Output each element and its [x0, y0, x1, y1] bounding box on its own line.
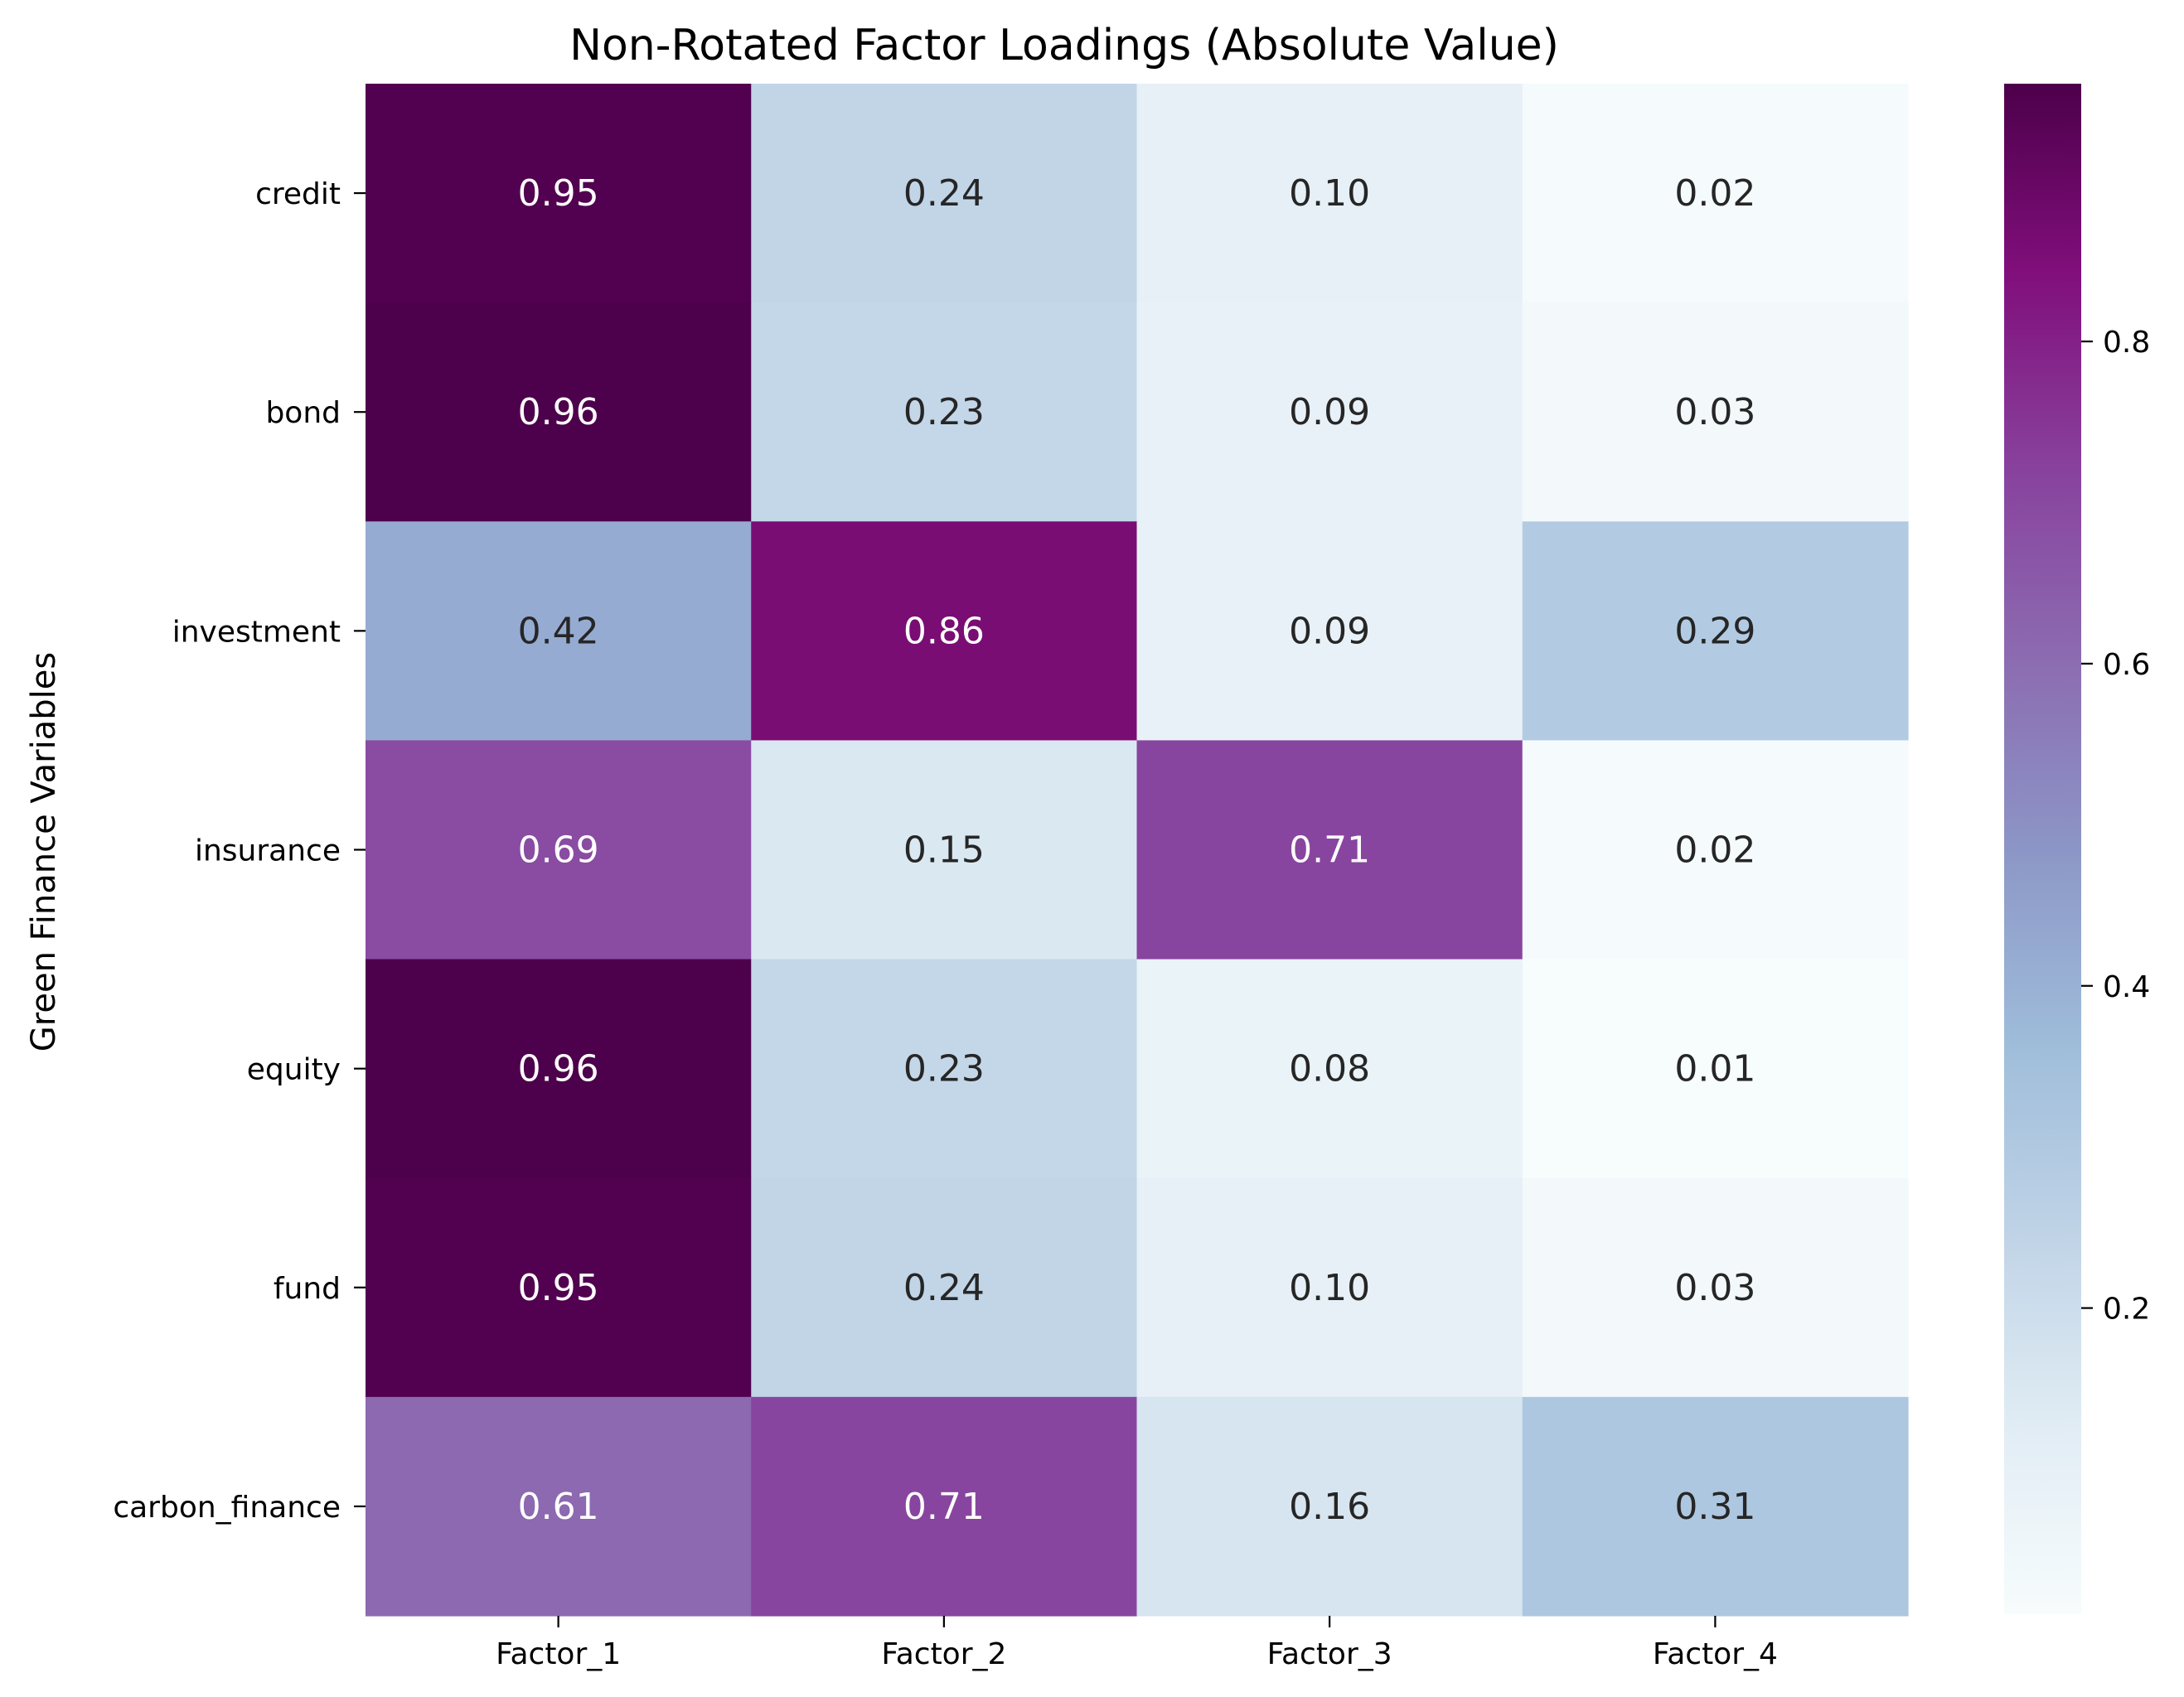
y-tick-label: insurance [195, 834, 341, 868]
x-tick-label: Factor_2 [881, 1637, 1006, 1671]
heatmap-cell [751, 740, 1138, 960]
cell-value-label: 0.96 [518, 391, 599, 433]
heatmap-cell [751, 521, 1138, 742]
cell-value-label: 0.09 [1289, 610, 1370, 652]
heatmap-cell [1522, 1177, 1909, 1398]
heatmap-cell [1136, 302, 1523, 522]
x-tick-label: Factor_3 [1267, 1637, 1392, 1671]
cell-value-label: 0.24 [903, 1267, 985, 1309]
cell-value-label: 0.96 [518, 1048, 599, 1090]
cell-value-label: 0.15 [903, 829, 985, 872]
heatmap-cell [1522, 1396, 1909, 1617]
heatmap-cell [1136, 740, 1523, 960]
cell-value-label: 0.03 [1674, 391, 1755, 433]
heatmap-cell [366, 521, 752, 742]
y-tick-label: bond [265, 396, 341, 430]
heatmap-cell [751, 959, 1138, 1179]
heatmap-cell [1522, 302, 1909, 522]
y-axis-ticks: credit bond investment insurance equity fund c… [113, 177, 366, 1525]
y-tick-label: equity [247, 1053, 341, 1087]
cell-value-label: 0.02 [1674, 829, 1755, 872]
x-axis-ticks: Factor_1 Factor_2 Factor_3 Factor_4 [496, 1616, 1778, 1671]
heatmap-cell [751, 302, 1138, 522]
cell-value-label: 0.16 [1289, 1486, 1370, 1528]
y-tick-label: credit [255, 177, 341, 211]
heatmap-cell [1136, 959, 1523, 1179]
heatmap-cell [1522, 84, 1909, 303]
heatmap-cell [751, 1177, 1138, 1398]
cell-value-label: 0.10 [1289, 172, 1370, 215]
heatmap-cell [1522, 740, 1909, 960]
y-tick-label: carbon_finance [113, 1491, 341, 1525]
heatmap-cell [366, 740, 752, 960]
cell-value-label: 0.02 [1674, 172, 1755, 215]
cell-value-label: 0.95 [518, 172, 599, 215]
heatmap-cell [1136, 84, 1523, 303]
cell-value-label: 0.29 [1674, 610, 1755, 652]
cell-value-label: 0.24 [903, 172, 985, 215]
chart-title: Non-Rotated Factor Loadings (Absolute Va… [569, 21, 1559, 70]
cell-value-label: 0.86 [903, 610, 985, 652]
cell-value-label: 0.71 [1289, 829, 1370, 872]
heatmap-cell [751, 84, 1138, 303]
cell-value-label: 0.71 [903, 1486, 985, 1528]
cell-value-label: 0.23 [903, 1048, 985, 1090]
y-axis-label: Green Finance Variables [25, 652, 63, 1052]
cell-value-label: 0.42 [518, 610, 599, 652]
cell-value-label: 0.95 [518, 1267, 599, 1309]
cell-value-label: 0.08 [1289, 1048, 1370, 1090]
colorbar-tick-label: 0.6 [2103, 648, 2150, 682]
cell-value-label: 0.31 [1674, 1486, 1755, 1528]
heatmap-cell [751, 1396, 1138, 1617]
heatmap-cell [1136, 1177, 1523, 1398]
heatmap-cells [366, 84, 1909, 1617]
heatmap-cell [1136, 521, 1523, 742]
x-tick-label: Factor_1 [496, 1637, 621, 1671]
heatmap-cell [366, 1177, 752, 1398]
heatmap-cell [1522, 959, 1909, 1179]
cell-value-label: 0.61 [518, 1486, 599, 1528]
colorbar-tick-label: 0.4 [2103, 970, 2150, 1004]
cell-annotations: 0.95 0.24 0.10 0.02 0.96 0.23 0.09 0.03 0.42 0.86… [518, 172, 1756, 1528]
heatmap-cell [366, 302, 752, 522]
y-tick-label: fund [274, 1272, 341, 1306]
x-tick-label: Factor_4 [1653, 1637, 1778, 1671]
cell-value-label: 0.01 [1674, 1048, 1755, 1090]
cell-value-label: 0.23 [903, 391, 985, 433]
cell-value-label: 0.10 [1289, 1267, 1370, 1309]
heatmap-cell [1522, 521, 1909, 742]
cell-value-label: 0.09 [1289, 391, 1370, 433]
heatmap-cell [366, 959, 752, 1179]
heatmap-cell [366, 84, 752, 303]
cell-value-label: 0.69 [518, 829, 599, 872]
colorbar-tick-label: 0.2 [2103, 1293, 2150, 1327]
colorbar: 0.2 0.4 0.6 0.8 [2004, 84, 2150, 1614]
heatmap-cell [1136, 1396, 1523, 1617]
colorbar-tick-label: 0.8 [2103, 326, 2150, 360]
colorbar-gradient [2004, 84, 2081, 1614]
heatmap-cell [366, 1396, 752, 1617]
cell-value-label: 0.03 [1674, 1267, 1755, 1309]
y-tick-label: investment [172, 615, 341, 649]
